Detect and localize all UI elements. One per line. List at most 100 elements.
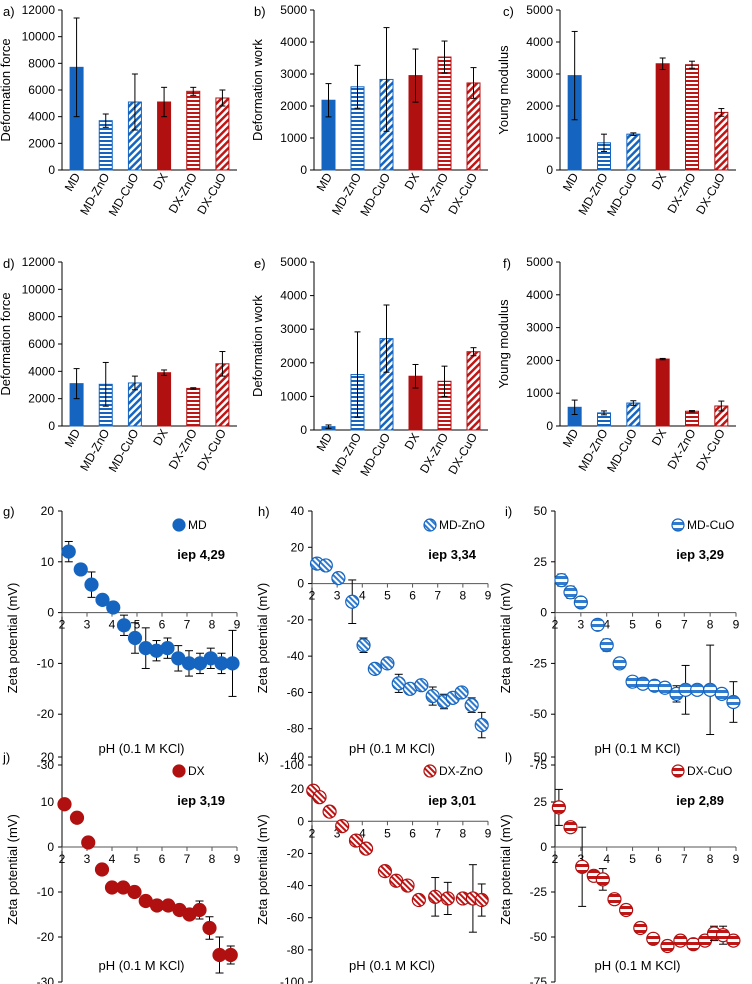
x-tick-label: 7 [434, 826, 441, 840]
x-category-label: DX [402, 171, 422, 192]
chart-panel-11: k) -100 -80 -60 -40 -20 0 20 40 2 3 4 5 6 7 8 9 Zeta pote… [255, 750, 492, 984]
y-tick-label: 3000 [526, 67, 553, 81]
y-tick-label: -25 [530, 885, 548, 899]
data-point [348, 833, 364, 848]
panel-label: a) [3, 4, 15, 19]
y-tick-label: 1000 [526, 386, 553, 400]
data-point [57, 797, 72, 812]
x-tick-label: 8 [209, 852, 216, 866]
x-tick-label: 9 [733, 618, 740, 632]
data-point [94, 862, 110, 877]
panel-label: l) [505, 750, 512, 765]
y-tick-label: -20 [287, 613, 305, 627]
y-tick-label: 0 [48, 163, 55, 177]
data-point [551, 800, 566, 815]
panel-label: i) [505, 504, 512, 519]
y-tick-label: 5000 [280, 255, 307, 269]
data-point [726, 694, 741, 710]
y-axis-title: Zeta potential (mV) [5, 814, 20, 925]
data-point [116, 618, 132, 633]
iep-annotation: iep 3,01 [428, 793, 476, 808]
y-axis-title: Young modulus [496, 299, 511, 389]
x-tick-label: 5 [134, 618, 141, 632]
chart-panel-10: j) -30 -20 -10 0 10 20 2 3 4 5 6 7 8 9 Zeta potential (… [2, 750, 241, 984]
legend-marker [423, 518, 437, 532]
data-point [554, 572, 569, 588]
y-tick-label: 2000 [280, 356, 307, 370]
x-axis-title: pH (0.1 M KCl) [99, 958, 185, 973]
chart-panel-8: h) -100 -80 -60 -40 -20 0 20 40 2 3 4 5 6 7 8 9 Zeta pote… [255, 504, 492, 772]
x-tick-label: 2 [59, 852, 66, 866]
bar-md-cuo [626, 133, 641, 171]
data-point [391, 676, 406, 691]
data-point [464, 698, 479, 713]
x-tick-label: 2 [59, 618, 66, 632]
y-tick-label: -80 [287, 722, 305, 736]
data-point [599, 638, 614, 653]
data-point [474, 892, 489, 908]
panel-label: c) [503, 4, 514, 19]
x-axis-title: pH (0.1 M KCl) [99, 741, 185, 756]
y-tick-label: 1000 [280, 389, 307, 403]
y-tick-label: 40 [291, 504, 305, 518]
y-tick-label: 20 [291, 540, 305, 554]
x-category-label: MD [314, 170, 336, 193]
data-point [377, 864, 393, 879]
chart-panel-5: e) 0 1000 2000 3000 4000 5000 Deformation work M… [250, 255, 488, 479]
x-tick-label: 4 [359, 589, 366, 603]
y-tick-label: -30 [37, 758, 55, 772]
x-tick-label: 5 [384, 826, 391, 840]
x-tick-label: 2 [309, 589, 316, 603]
y-tick-label: -60 [287, 911, 305, 925]
data-point [81, 835, 96, 850]
data-point [367, 661, 382, 676]
bar-dx [655, 63, 670, 171]
y-tick-label: 0 [540, 606, 547, 620]
y-tick-label: 50 [534, 504, 548, 518]
y-tick-label: 2000 [526, 99, 553, 113]
y-tick-label: 0 [546, 419, 553, 433]
data-point [633, 920, 648, 936]
data-point [619, 902, 634, 918]
x-tick-label: 2 [552, 618, 559, 632]
data-point [563, 585, 578, 600]
data-point [192, 902, 207, 918]
data-point [95, 592, 110, 608]
x-tick-label: 7 [184, 618, 191, 632]
data-point [356, 638, 371, 653]
y-tick-label: 0 [300, 163, 307, 177]
panel-label: e) [254, 256, 266, 271]
x-tick-label: 9 [733, 852, 740, 866]
x-tick-label: 5 [629, 618, 636, 632]
y-tick-label: 0 [297, 814, 304, 828]
x-axis-title: pH (0.1 M KCl) [349, 958, 435, 973]
data-point [686, 937, 701, 952]
x-tick-label: 6 [409, 589, 416, 603]
y-tick-label: 4000 [280, 35, 307, 49]
y-tick-label: -75 [530, 975, 548, 984]
y-tick-label: 20 [291, 782, 305, 796]
y-axis-title: Deformation force [0, 292, 13, 395]
y-tick-label: 10 [41, 555, 55, 569]
y-tick-label: -20 [287, 846, 305, 860]
x-category-label: DX [150, 171, 170, 192]
data-point [312, 790, 327, 805]
y-axis-title: Zeta potential (mV) [5, 583, 20, 694]
bar-dx [655, 358, 670, 427]
x-tick-label: 8 [209, 618, 216, 632]
data-point [703, 682, 718, 697]
y-tick-label: 6000 [28, 83, 55, 97]
panel-label: j) [2, 750, 10, 765]
data-point [414, 678, 429, 693]
x-category-label: MD [62, 170, 84, 193]
x-axis-title: pH (0.1 M KCl) [595, 741, 681, 756]
bar-md-cuo [626, 402, 641, 427]
y-tick-label: 0 [297, 577, 304, 591]
x-category-label: MD [560, 426, 582, 449]
x-tick-label: 7 [681, 852, 688, 866]
data-point [612, 656, 627, 671]
y-tick-label: 8000 [28, 310, 55, 324]
y-tick-label: 0 [300, 423, 307, 437]
y-tick-label: 0 [47, 606, 54, 620]
y-tick-label: 8000 [28, 56, 55, 70]
